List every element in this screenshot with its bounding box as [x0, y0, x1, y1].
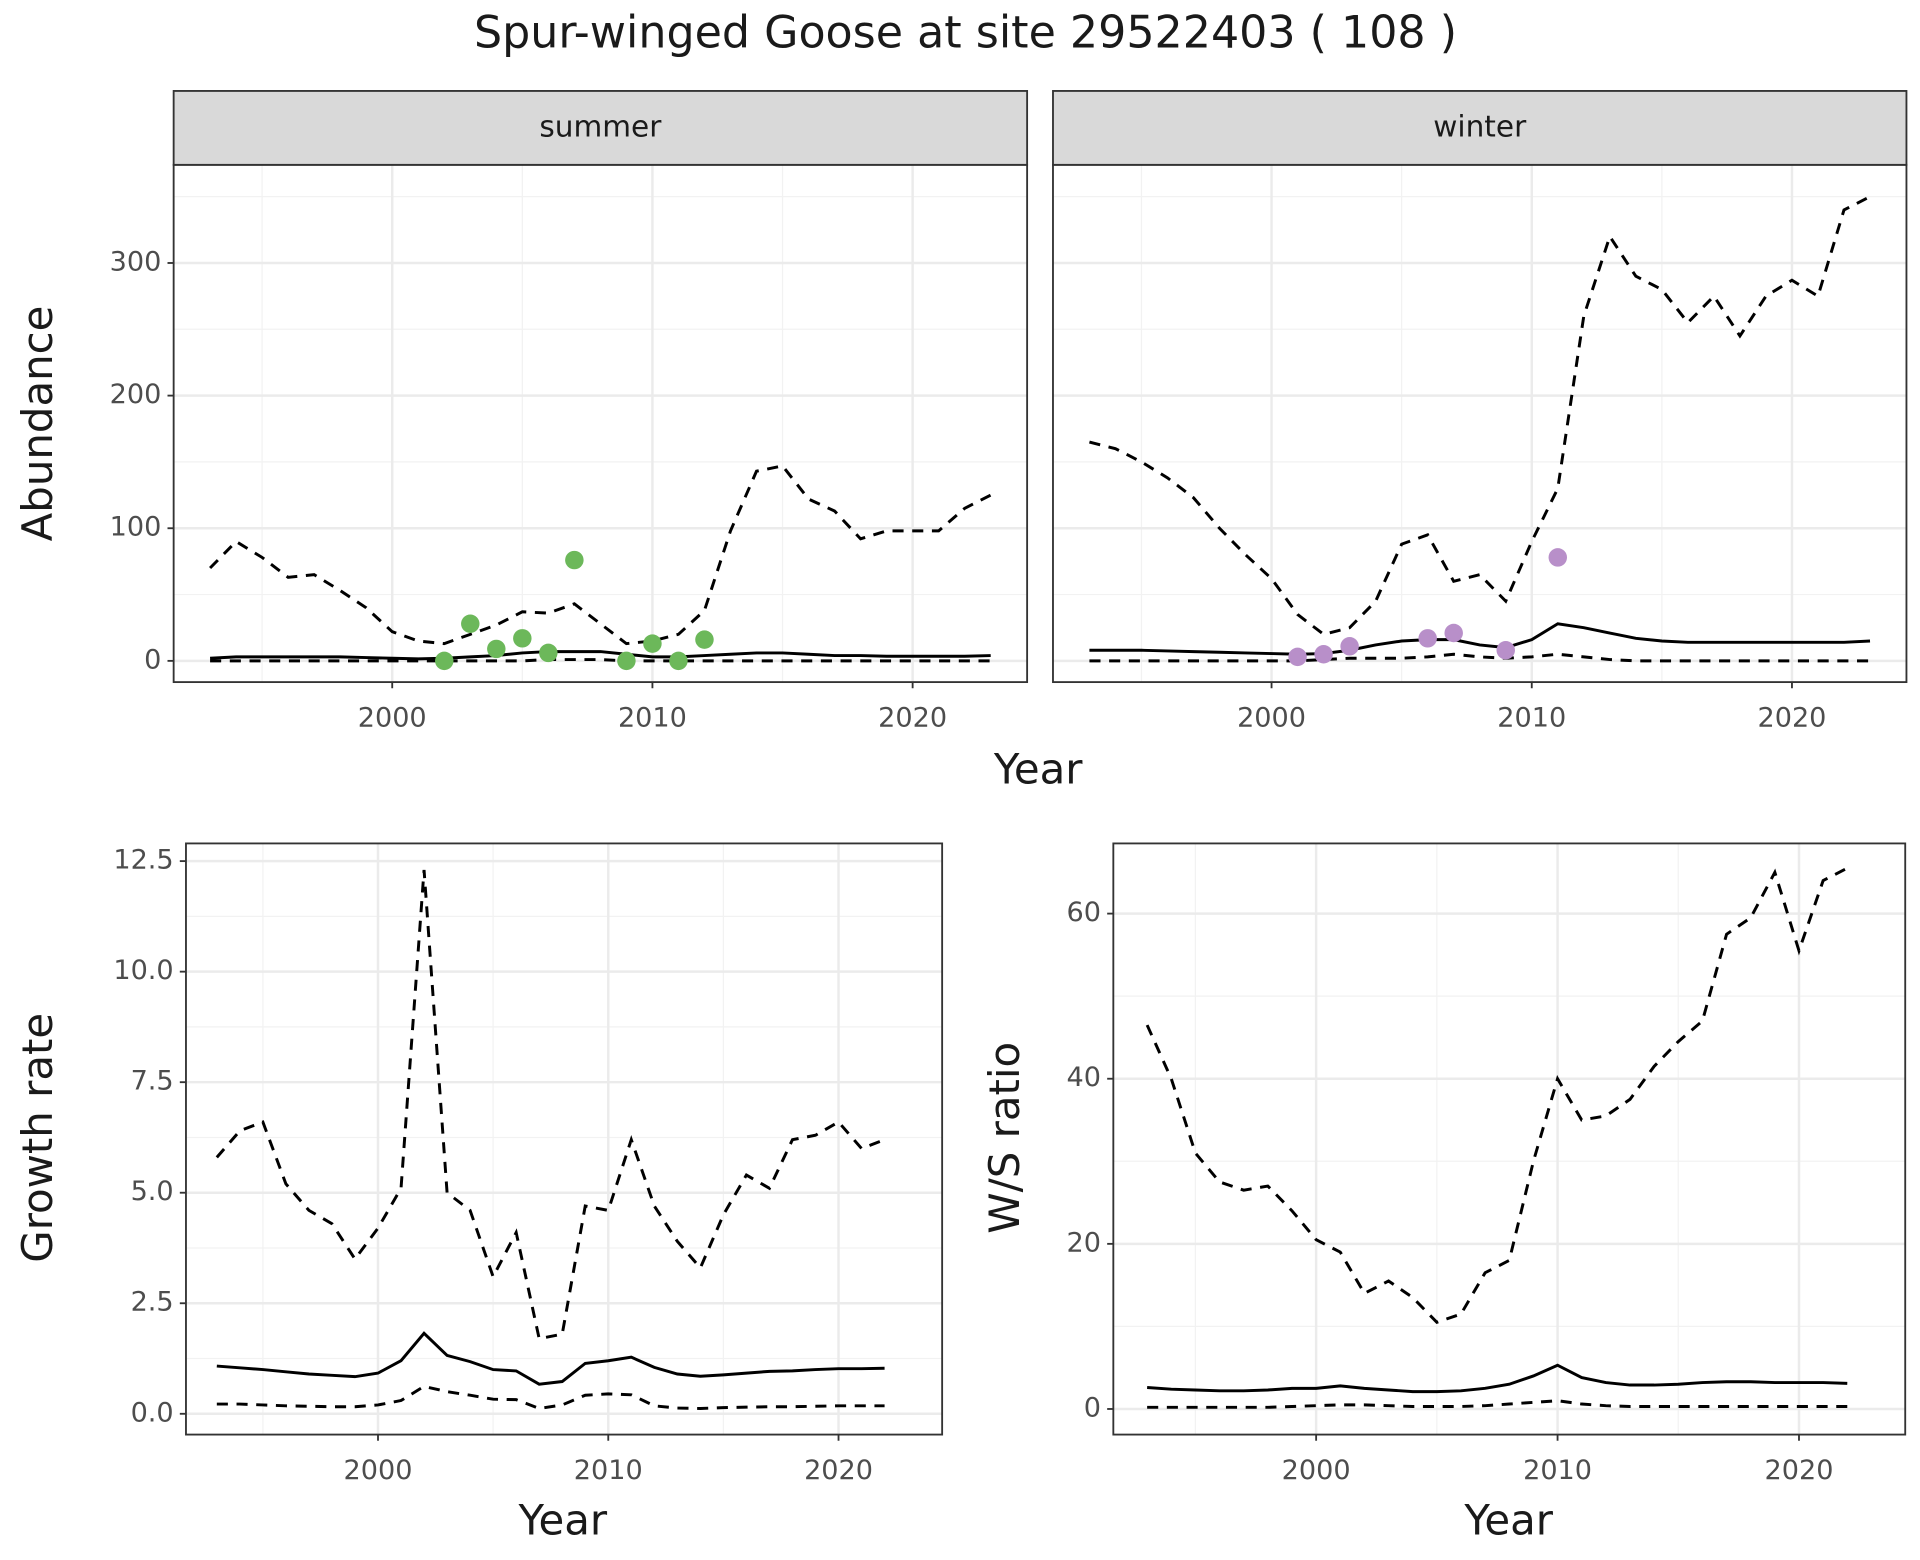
data-point [461, 614, 480, 633]
y-axis-label: W/S ratio [980, 1042, 1029, 1234]
x-tick-label: 2020 [1758, 703, 1827, 734]
y-tick-label: 300 [110, 246, 162, 277]
data-point [565, 550, 584, 570]
y-axis-label: Abundance [13, 306, 62, 542]
x-tick-label: 2010 [1523, 1455, 1592, 1486]
y-tick-label: 200 [110, 379, 162, 410]
panel-background [185, 843, 943, 1435]
x-tick-label: 2020 [1765, 1455, 1834, 1486]
series-line [216, 1331, 885, 1386]
y-tick-label: 7.5 [131, 1066, 174, 1097]
series-line [1089, 652, 1871, 663]
data-point [1496, 641, 1515, 660]
x-tick-label: 2010 [574, 1455, 643, 1486]
data-point [1314, 645, 1333, 664]
y-tick-label: 2.5 [131, 1287, 174, 1318]
x-tick-label: 2000 [358, 703, 427, 734]
figure-title: Spur-winged Goose at site 29522403 ( 108… [474, 8, 1457, 59]
data-point [1418, 629, 1437, 648]
facet-strip [1052, 90, 1908, 166]
x-tick-label: 2020 [878, 703, 947, 734]
x-axis-label: Year [518, 1496, 608, 1545]
x-tick-label: 2000 [1237, 703, 1306, 734]
data-point [1444, 623, 1463, 643]
y-tick-label: 0.0 [131, 1397, 174, 1428]
panel-background [1052, 164, 1907, 683]
facet-label: summer [539, 109, 662, 143]
series-line [215, 869, 886, 1341]
x-tick-label: 2000 [344, 1455, 413, 1486]
series-line [1089, 622, 1871, 656]
y-tick-label: 10.0 [113, 955, 173, 986]
series-line [210, 650, 991, 661]
data-point [435, 651, 454, 671]
y-axis-label: Growth rate [13, 1013, 62, 1263]
x-tick-label: 2010 [1497, 703, 1566, 734]
panel-background [1113, 843, 1906, 1435]
x-axis-label: Year [1463, 1496, 1553, 1545]
x-axis-label: Year [993, 744, 1083, 793]
data-point [695, 630, 714, 649]
series-line [216, 1384, 885, 1411]
data-point [487, 639, 506, 659]
facet-strip [172, 90, 1029, 166]
y-tick-label: 12.5 [113, 845, 173, 876]
data-point [539, 643, 558, 663]
data-point [1548, 548, 1568, 567]
panel-background [173, 164, 1028, 683]
y-tick-label: 5.0 [131, 1176, 174, 1207]
data-point [1288, 647, 1307, 667]
data-point [617, 651, 636, 671]
data-point [669, 651, 688, 671]
x-tick-label: 2010 [618, 703, 687, 734]
panel-border [1112, 842, 1907, 1436]
y-tick-label: 100 [110, 512, 162, 543]
y-tick-label: 40 [1067, 1062, 1101, 1093]
y-tick-label: 60 [1067, 897, 1101, 928]
x-tick-label: 2000 [1282, 1455, 1351, 1486]
y-tick-label: 0 [1084, 1392, 1101, 1423]
y-tick-label: 20 [1067, 1227, 1101, 1258]
series-line [210, 658, 991, 663]
y-tick-label: 0 [144, 644, 161, 675]
series-line [209, 464, 992, 646]
data-point [1340, 637, 1359, 656]
panel-border [185, 842, 944, 1436]
x-tick-label: 2020 [804, 1455, 873, 1486]
series-line [1089, 195, 1871, 636]
facet-label: winter [1433, 109, 1527, 143]
data-point [643, 634, 662, 653]
series-line [1145, 866, 1848, 1324]
series-line [1147, 1363, 1848, 1394]
data-point [513, 629, 532, 648]
